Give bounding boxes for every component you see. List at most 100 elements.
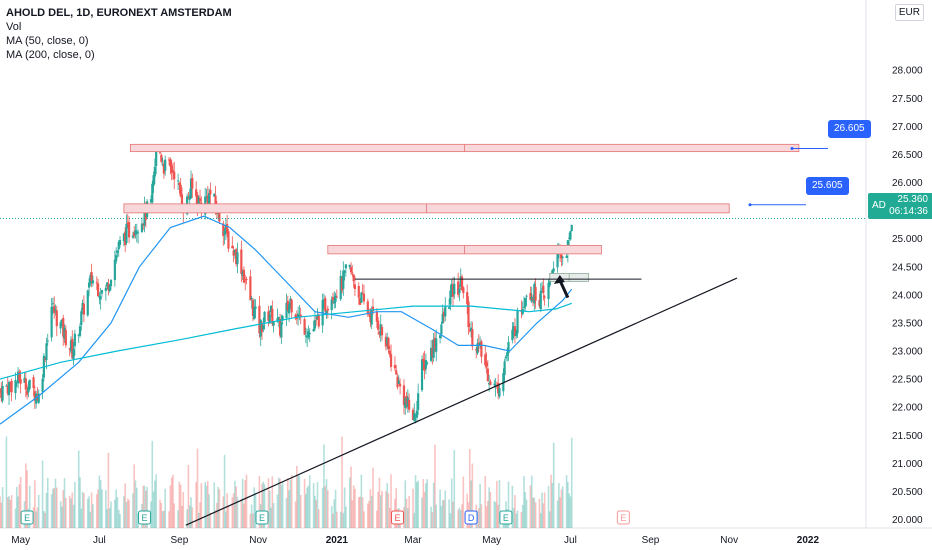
candle-body[interactable]	[250, 297, 253, 299]
candle-body[interactable]	[271, 308, 274, 324]
candle-body[interactable]	[343, 270, 346, 273]
candle-body[interactable]	[570, 224, 573, 232]
candle-body[interactable]	[432, 339, 435, 358]
candle-body[interactable]	[179, 184, 182, 197]
candle-body[interactable]	[431, 348, 434, 357]
candle-body[interactable]	[281, 316, 284, 321]
candle-body[interactable]	[389, 354, 393, 367]
candle-body[interactable]	[453, 283, 456, 295]
candle-body[interactable]	[268, 314, 271, 324]
candle-body[interactable]	[362, 293, 366, 302]
candle-body[interactable]	[118, 240, 122, 245]
candle-body[interactable]	[423, 360, 426, 371]
candle-body[interactable]	[561, 256, 564, 258]
candle-body[interactable]	[485, 362, 488, 367]
candle-body[interactable]	[287, 304, 291, 314]
candle-body[interactable]	[326, 308, 329, 311]
candle-body[interactable]	[531, 298, 535, 301]
candle-body[interactable]	[408, 399, 411, 410]
candle-body[interactable]	[37, 393, 40, 403]
candle-body[interactable]	[466, 292, 469, 305]
candle-body[interactable]	[357, 285, 360, 298]
candle-body[interactable]	[497, 382, 500, 394]
candle-body[interactable]	[158, 152, 162, 154]
candle-body[interactable]	[136, 232, 140, 234]
ascending-trendline[interactable]	[185, 277, 738, 526]
price-tag-25605[interactable]: 25.605	[806, 177, 849, 195]
candle-body[interactable]	[260, 322, 264, 333]
candle-body[interactable]	[369, 314, 372, 323]
candle-body[interactable]	[493, 383, 496, 385]
candle-body[interactable]	[340, 277, 344, 291]
candle-body[interactable]	[131, 235, 135, 238]
candle-body[interactable]	[27, 387, 30, 393]
candle-body[interactable]	[404, 398, 407, 408]
candle-body[interactable]	[231, 245, 234, 249]
candle-body[interactable]	[360, 292, 363, 303]
candle-body[interactable]	[51, 303, 55, 305]
candle-body[interactable]	[488, 382, 491, 385]
candle-body[interactable]	[543, 296, 546, 298]
candle-body[interactable]	[529, 293, 532, 301]
candle-body[interactable]	[384, 336, 387, 347]
candle-body[interactable]	[33, 391, 36, 401]
candle-body[interactable]	[552, 268, 555, 272]
candle-body[interactable]	[191, 177, 194, 189]
candle-body[interactable]	[406, 397, 409, 408]
candle-body[interactable]	[342, 270, 345, 289]
candle-body[interactable]	[349, 267, 353, 273]
candle-body[interactable]	[9, 383, 12, 385]
candle-body[interactable]	[538, 300, 541, 307]
candle-body[interactable]	[277, 317, 280, 319]
candle-body[interactable]	[198, 198, 202, 202]
candle-body[interactable]	[161, 164, 164, 166]
candle-body[interactable]	[504, 356, 508, 359]
candle-body[interactable]	[306, 336, 309, 338]
candle-body[interactable]	[107, 283, 110, 291]
candle-body[interactable]	[18, 372, 21, 381]
candle-body[interactable]	[209, 189, 212, 195]
candle-body[interactable]	[358, 298, 362, 305]
candle-body[interactable]	[375, 311, 378, 322]
candle-body[interactable]	[135, 231, 138, 234]
candle-body[interactable]	[253, 307, 256, 320]
candle-body[interactable]	[524, 297, 527, 308]
candle-body[interactable]	[224, 225, 227, 234]
candle-body[interactable]	[16, 371, 20, 384]
candle-body[interactable]	[440, 324, 443, 335]
candle-body[interactable]	[149, 199, 153, 203]
candle-body[interactable]	[91, 280, 95, 284]
candle-body[interactable]	[533, 283, 536, 304]
candle-body[interactable]	[539, 290, 542, 310]
candle-body[interactable]	[331, 297, 335, 301]
candle-body[interactable]	[54, 309, 57, 311]
candle-body[interactable]	[294, 314, 297, 319]
candle-body[interactable]	[262, 325, 265, 330]
candle-body[interactable]	[476, 343, 479, 354]
candle-body[interactable]	[7, 382, 11, 396]
candle-body[interactable]	[241, 271, 244, 276]
candle-body[interactable]	[170, 165, 173, 173]
candle-body[interactable]	[214, 195, 217, 208]
candle-body[interactable]	[96, 283, 100, 297]
candle-body[interactable]	[251, 299, 255, 316]
candle-body[interactable]	[411, 409, 415, 420]
candle-body[interactable]	[484, 354, 487, 366]
candle-body[interactable]	[62, 317, 65, 337]
candle-body[interactable]	[325, 310, 328, 313]
candle-body[interactable]	[351, 272, 354, 274]
candle-body[interactable]	[402, 385, 406, 406]
candle-body[interactable]	[458, 288, 461, 294]
candle-body[interactable]	[125, 223, 128, 243]
candle-body[interactable]	[471, 328, 474, 347]
candle-body[interactable]	[98, 296, 101, 298]
candle-body[interactable]	[254, 306, 257, 309]
candle-body[interactable]	[467, 301, 470, 328]
candle-body[interactable]	[64, 329, 67, 346]
candle-body[interactable]	[397, 380, 400, 384]
candle-body[interactable]	[393, 365, 397, 369]
candle-body[interactable]	[547, 282, 550, 300]
candle-body[interactable]	[222, 223, 225, 237]
candle-body[interactable]	[89, 275, 92, 284]
candle-body[interactable]	[396, 376, 399, 388]
